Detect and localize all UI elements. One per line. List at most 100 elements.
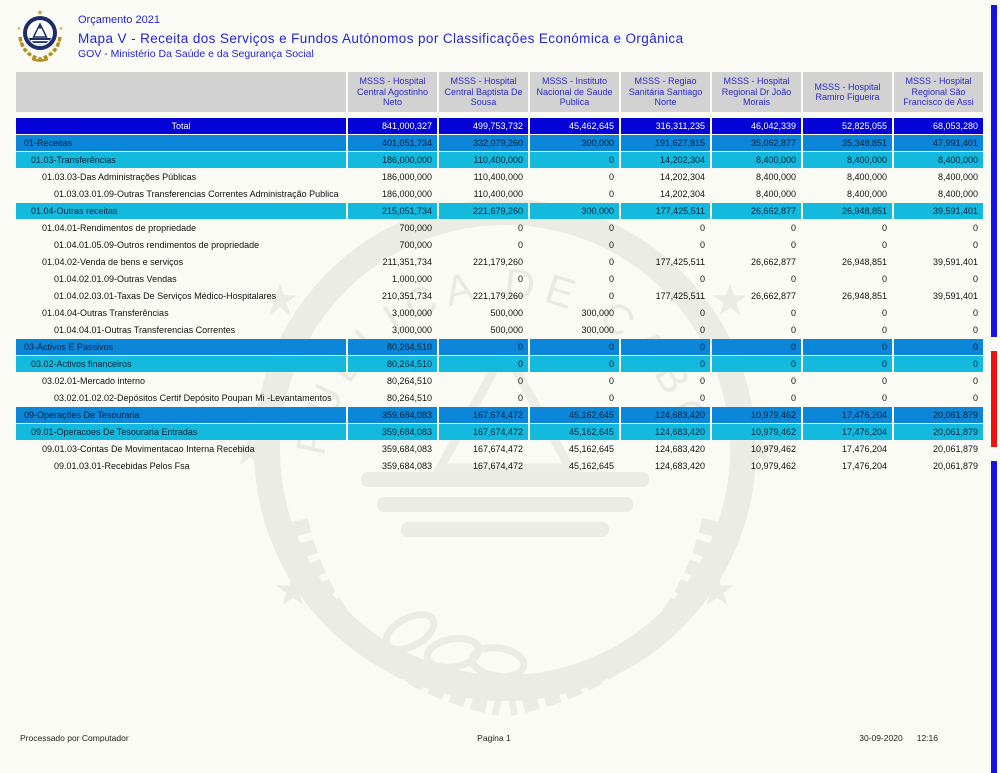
value-cell: 0 (894, 356, 983, 372)
row-label: 01-Receitas (16, 135, 346, 151)
value-cell: 68,053,280 (894, 118, 983, 134)
value-cell: 177,425,511 (655, 256, 705, 267)
value-cell: 211,351,734 (382, 256, 432, 267)
table-row: 01.04-Outras receitas 215,051,734 221,679,… (16, 203, 983, 219)
value-cell: 500,000 (490, 324, 523, 335)
value-cell: 39,591,401 (894, 203, 983, 219)
value-cell: 210,351,734 (381, 290, 432, 301)
cape-verde-emblem-logo: ★ ★ ★ ★ ★ (17, 8, 64, 62)
row-label: 03.02.01.02.02-Depósitos Certif Depósito… (54, 392, 332, 403)
value-cell: 0 (790, 375, 796, 386)
value-cell: 10,979,462 (750, 443, 796, 454)
table-row: 01.03.03-Das Administrações Públicas 186,… (16, 169, 983, 185)
value-cell: 0 (621, 356, 710, 372)
value-cell: 0 (699, 239, 705, 250)
value-cell: 0 (608, 290, 614, 301)
value-cell: 39,591,401 (932, 290, 978, 301)
value-cell: 17,476,204 (803, 424, 892, 440)
value-cell: 0 (517, 222, 523, 233)
value-cell: 0 (517, 273, 523, 284)
value-cell: 80,264,510 (386, 392, 432, 403)
value-cell: 0 (699, 392, 705, 403)
value-cell: 0 (881, 273, 887, 284)
page-title: Mapa V - Receita dos Serviços e Fundos A… (78, 31, 684, 46)
value-cell: 35,062,877 (712, 135, 801, 151)
value-cell: 221,679,260 (439, 203, 528, 219)
value-cell: 300,000 (530, 203, 619, 219)
svg-text:★: ★ (17, 26, 22, 32)
value-cell: 124,683,420 (654, 443, 705, 454)
value-cell: 8,400,000 (937, 188, 978, 199)
value-cell: 45,462,645 (530, 118, 619, 134)
value-cell: 0 (608, 171, 614, 182)
value-cell: 45,162,645 (530, 424, 619, 440)
value-cell: 110,400,000 (473, 188, 523, 199)
value-cell: 0 (712, 339, 801, 355)
value-cell: 0 (894, 339, 983, 355)
value-cell: 0 (699, 324, 705, 335)
header-spacer (16, 113, 983, 117)
value-cell: 20,061,879 (894, 424, 983, 440)
value-cell: 177,425,511 (655, 290, 705, 301)
table-row: 01.03-Transferências 186,000,000 110,400,0… (16, 152, 983, 168)
table-row: 01.04.01-Rendimentos de propriedade 700,0… (16, 220, 983, 236)
value-cell: 332,079,260 (439, 135, 528, 151)
value-cell: 500,000 (490, 307, 523, 318)
value-cell: 700,000 (399, 239, 432, 250)
value-cell: 0 (439, 339, 528, 355)
value-cell: 0 (790, 273, 796, 284)
value-cell: 17,476,204 (841, 443, 887, 454)
value-cell: 359,684,083 (381, 443, 432, 454)
value-cell: 0 (608, 256, 614, 267)
value-cell: 177,425,511 (621, 203, 710, 219)
column-header-corner (16, 72, 346, 112)
value-cell: 45,162,645 (568, 460, 614, 471)
value-cell: 0 (790, 239, 796, 250)
value-cell: 0 (621, 339, 710, 355)
value-cell: 300,000 (581, 307, 614, 318)
row-label: 01.04.02-Venda de bens e serviços (42, 256, 184, 267)
row-label: Total (16, 118, 346, 134)
row-label: 03-Activos E Passivos (16, 339, 346, 355)
value-cell: 110,400,000 (439, 152, 528, 168)
table-row: 01.04.04-Outras Transferências 3,000,000 5… (16, 305, 983, 321)
value-cell: 26,662,877 (750, 256, 796, 267)
svg-text:★: ★ (260, 276, 299, 325)
value-cell: 0 (881, 307, 887, 318)
row-label: 01.04-Outras receitas (16, 203, 346, 219)
value-cell: 0 (790, 307, 796, 318)
value-cell: 26,948,851 (803, 203, 892, 219)
table-row: 01-Receitas 401,051,734 332,079,260 300,000… (16, 135, 983, 151)
row-label: 01.04.02.03.01-Taxas De Serviços Médico-… (54, 290, 277, 301)
footer-processed-by: Processado por Computador (20, 733, 129, 743)
value-cell: 0 (881, 222, 887, 233)
column-header: MSSS - Hospital Central Baptista De Sous… (439, 72, 528, 112)
value-cell: 0 (517, 239, 523, 250)
value-cell: 0 (972, 273, 978, 284)
table-row: 09.01.03.01-Recebidas Pelos Fsa 359,684,0… (16, 458, 983, 474)
footer-time: 12:16 (916, 733, 938, 743)
value-cell: 10,979,462 (712, 407, 801, 423)
column-header: MSSS - Instituto Nacional de Saude Publi… (530, 72, 619, 112)
value-cell: 401,051,734 (348, 135, 437, 151)
value-cell: 167,674,472 (439, 424, 528, 440)
value-cell: 124,683,420 (621, 424, 710, 440)
table-row: 01.04.02.01.09-Outras Vendas 1,000,000 0 0 0… (16, 271, 983, 287)
value-cell: 26,948,851 (841, 256, 887, 267)
value-cell: 186,000,000 (348, 152, 437, 168)
svg-text:★: ★ (19, 40, 24, 46)
value-cell: 191,627,815 (621, 135, 710, 151)
value-cell: 0 (972, 222, 978, 233)
svg-text:★: ★ (36, 8, 43, 17)
column-header-row: MSSS - Hospital Central Agostinho Neto MS… (16, 72, 983, 112)
row-label: 01.03.03-Das Administrações Públicas (42, 171, 197, 182)
value-cell: 10,979,462 (712, 424, 801, 440)
value-cell: 0 (608, 239, 614, 250)
value-cell: 300,000 (530, 135, 619, 151)
row-label: 01.04.01.05.09-Outros rendimentos de pro… (54, 239, 260, 250)
value-cell: 359,684,083 (348, 407, 437, 423)
value-cell: 0 (972, 375, 978, 386)
value-cell: 124,683,420 (621, 407, 710, 423)
value-cell: 8,400,000 (894, 152, 983, 168)
row-label: 01.03.03.01.09-Outras Transferencias Cor… (54, 188, 339, 199)
